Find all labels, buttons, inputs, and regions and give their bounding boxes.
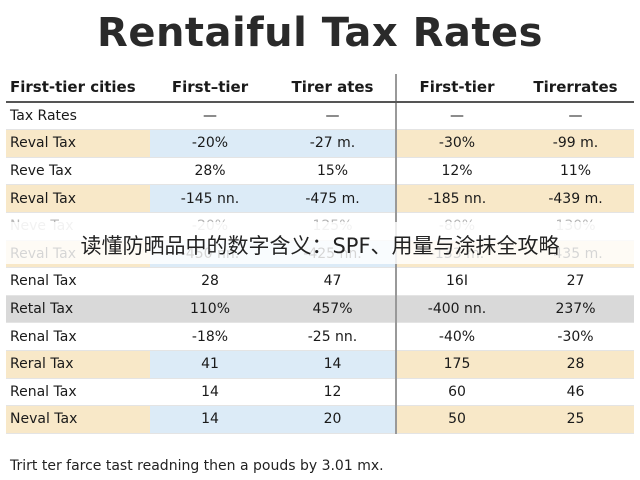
column-header: Tirer ates — [270, 74, 397, 103]
table-cell: 41 — [150, 350, 270, 379]
table-cell: Reral Tax — [6, 350, 150, 379]
column-header: First–tier — [150, 74, 270, 103]
table-cell: -30% — [517, 322, 634, 351]
title: Rentaiful Tax Rates — [97, 10, 543, 56]
table-row: Renal Tax -18% -25 nn. -40% -30% — [6, 322, 634, 351]
table-cell: -20% — [150, 129, 270, 158]
table-cell: 12% — [396, 157, 517, 186]
table-cell: 12 — [270, 378, 397, 407]
column-header: Tirerrates — [517, 74, 634, 103]
table-cell: 27 — [517, 267, 634, 296]
table-cell: Tax Rates — [6, 101, 150, 131]
table-row: Reval Tax -20% -27 m. -30% -99 m. — [6, 129, 634, 158]
table-row: Retal Tax 110% 457% -400 nn. 237% — [6, 295, 634, 324]
column-header: First-tier — [396, 74, 517, 103]
table-row: Renal Tax 28 47 16I 27 — [6, 267, 634, 296]
table-cell: 60 — [396, 378, 517, 407]
table-row: Reval Tax -145 nn. -475 m. -185 nn. -439 m. — [6, 184, 634, 213]
table-row: Tax Rates — — — — — [6, 101, 634, 131]
table-cell: — — [150, 101, 270, 131]
table-cell: -30% — [396, 129, 517, 158]
table-cell: — — [270, 101, 397, 131]
table-cell: -99 m. — [517, 129, 634, 158]
table-cell: Reval Tax — [6, 184, 150, 213]
table-cell: -185 nn. — [396, 184, 517, 213]
table-cell: — — [517, 101, 634, 131]
table-cell: -145 nn. — [150, 184, 270, 213]
table-cell: 15% — [270, 157, 397, 186]
table-cell: 28% — [150, 157, 270, 186]
table-row: Neval Tax 14 20 50 25 — [6, 405, 634, 434]
table-cell: 237% — [517, 295, 634, 324]
table-cell: 50 — [396, 405, 517, 434]
table-cell: -18% — [150, 322, 270, 351]
table-cell: 14 — [270, 350, 397, 379]
table-cell: 47 — [270, 267, 397, 296]
table-cell: 175 — [396, 350, 517, 379]
table-cell: 14 — [150, 378, 270, 407]
table-cell: Neval Tax — [6, 405, 150, 434]
table-cell: Reval Tax — [6, 129, 150, 158]
table-cell: Renal Tax — [6, 378, 150, 407]
table-cell: — — [396, 101, 517, 131]
table-cell: 28 — [150, 267, 270, 296]
table-cell: 457% — [270, 295, 397, 324]
table-cell: -40% — [396, 322, 517, 351]
table-cell: -25 nn. — [270, 322, 397, 351]
table-cell: Renal Tax — [6, 267, 150, 296]
table-cell: Reve Tax — [6, 157, 150, 186]
column-header: First-tier cities — [6, 74, 150, 103]
table-cell: -27 m. — [270, 129, 397, 158]
table-cell: 28 — [517, 350, 634, 379]
header-row: First-tier cities First–tier Tirer ates Fir… — [6, 74, 634, 103]
table-cell: 25 — [517, 405, 634, 434]
table-cell: 110% — [150, 295, 270, 324]
table-row: Reve Tax 28% 15% 12% 11% — [6, 157, 634, 186]
table-row: Renal Tax 14 12 60 46 — [6, 378, 634, 407]
table-cell: 46 — [517, 378, 634, 407]
caption-banner — [0, 222, 640, 264]
table-cell: 16I — [396, 267, 517, 296]
table-row: Reral Tax 41 14 175 28 — [6, 350, 634, 379]
table-cell: 11% — [517, 157, 634, 186]
table-cell: 20 — [270, 405, 397, 434]
table-cell: -475 m. — [270, 184, 397, 213]
table-cell: -439 m. — [517, 184, 634, 213]
table-cell: 14 — [150, 405, 270, 434]
caption-text: 读懂防晒品中的数字含义：SPF、用量与涂抹全攻略 — [80, 234, 560, 258]
table-cell: Retal Tax — [6, 295, 150, 324]
footer-note: Trirt ter farce tast readning then a pou… — [10, 458, 384, 474]
table-cell: -400 nn. — [396, 295, 517, 324]
table-cell: Renal Tax — [6, 322, 150, 351]
